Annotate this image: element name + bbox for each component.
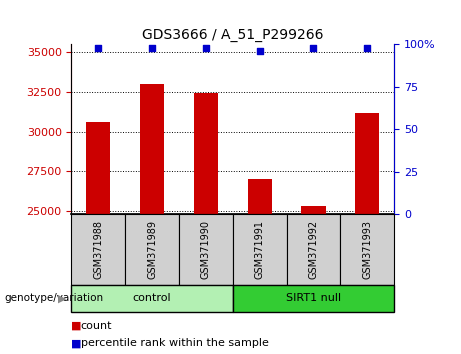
Text: count: count [81,321,112,331]
Text: SIRT1 null: SIRT1 null [286,293,341,303]
Bar [140,84,164,214]
Bar [86,122,111,214]
Text: GSM371993: GSM371993 [362,220,372,279]
Point [95,45,102,51]
Text: GSM371991: GSM371991 [254,220,265,279]
Text: GSM371989: GSM371989 [147,220,157,279]
Point [364,45,371,51]
Point [202,45,210,51]
Text: ■: ■ [71,321,82,331]
Text: ▶: ▶ [59,293,67,303]
Point [256,48,263,54]
Text: GSM371988: GSM371988 [93,220,103,279]
Text: control: control [133,293,171,303]
Text: ■: ■ [71,338,82,348]
Text: GSM371992: GSM371992 [308,220,319,279]
Bar [301,206,325,214]
Text: GSM371990: GSM371990 [201,220,211,279]
Point [148,45,156,51]
Bar [194,93,218,214]
Text: genotype/variation: genotype/variation [5,293,104,303]
Title: GDS3666 / A_51_P299266: GDS3666 / A_51_P299266 [142,28,324,42]
Bar [355,113,379,214]
Bar [248,179,272,214]
Text: percentile rank within the sample: percentile rank within the sample [81,338,269,348]
Point [310,45,317,51]
